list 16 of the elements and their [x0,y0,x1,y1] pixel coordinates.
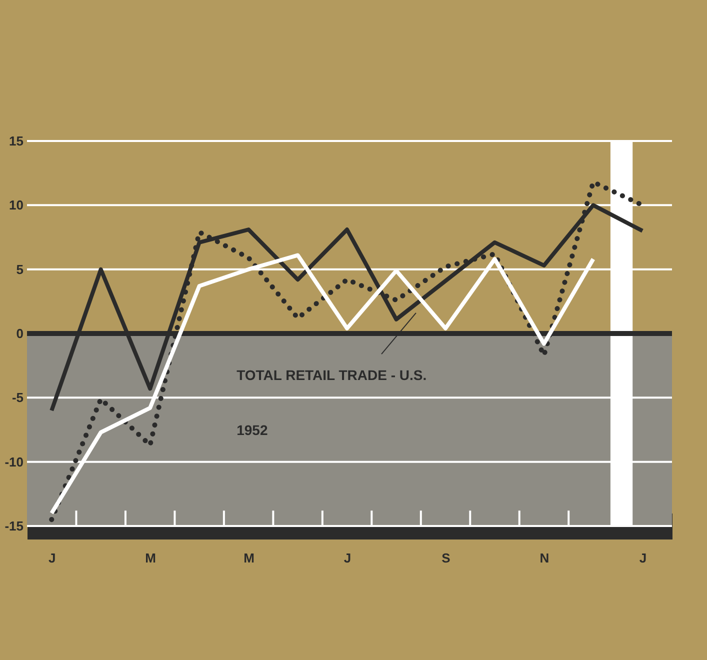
annotation: TOTAL RETAIL TRADE - U.S. [236,366,427,383]
y-tick-label: 10 [9,198,24,213]
y-tick-label: 15 [9,134,24,148]
x-tick-label: M [244,550,254,566]
y-tick-label: 5 [16,262,24,277]
y-tick-label: 0 [16,326,24,341]
y-tick-label: -15 [4,518,24,534]
x-tick-label: J [639,550,647,566]
x-tick-label: J [344,550,352,566]
x-tick-label: M [145,550,156,566]
annotation: 1952 [236,422,268,438]
x-tick-label: J [48,550,56,566]
x-tick-label: N [540,550,550,566]
y-tick-label: -10 [4,454,24,470]
x-tick-label: S [442,550,451,566]
y-tick-label: -5 [12,390,24,406]
